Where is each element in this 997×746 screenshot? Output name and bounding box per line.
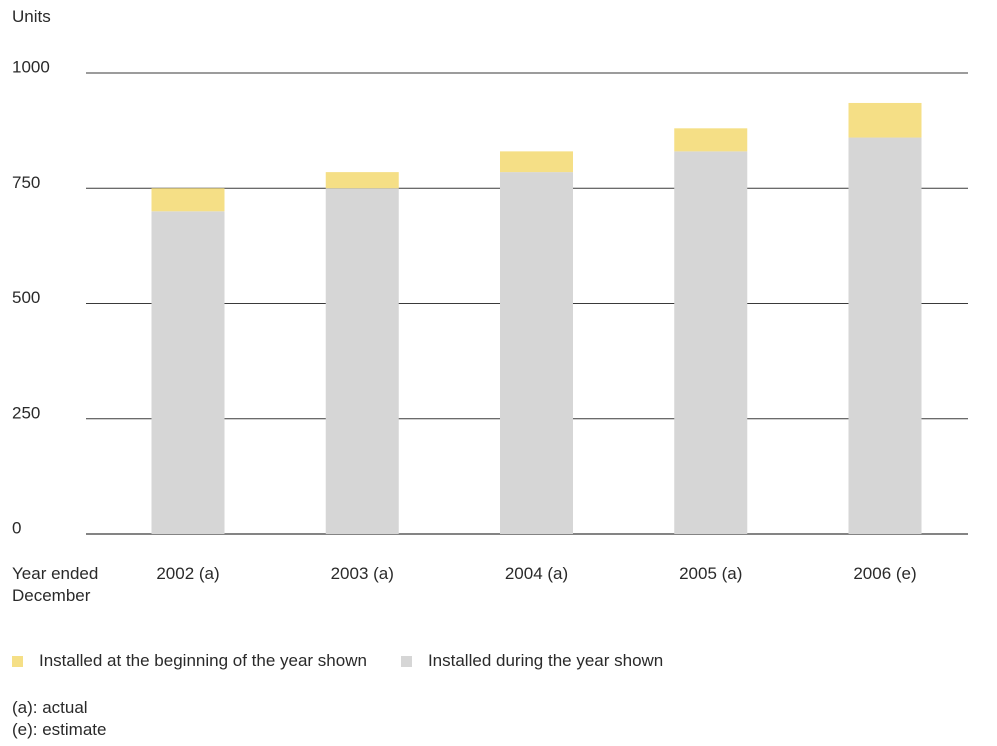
bar-during-3 xyxy=(674,151,748,534)
y-tick-label-250: 250 xyxy=(12,403,40,422)
legend-item-beginning: Installed at the beginning of the year s… xyxy=(12,651,367,671)
bar-beginning-0 xyxy=(151,188,225,212)
bar-during-4 xyxy=(848,137,922,535)
bars xyxy=(151,102,922,535)
x-tick-label-4: 2006 (e) xyxy=(853,564,916,583)
axis-labels: Units 0 250 500 750 1000 2002 (a) 2003 (a) 2004 … xyxy=(12,7,917,605)
y-axis-title: Units xyxy=(12,7,51,26)
footnote-actual: (a): actual xyxy=(12,698,88,717)
bar-during-1 xyxy=(325,188,399,534)
y-tick-label-750: 750 xyxy=(12,173,40,192)
y-tick-label-0: 0 xyxy=(12,519,21,538)
bar-beginning-2 xyxy=(500,151,573,173)
legend-label-during: Installed during the year shown xyxy=(427,651,664,670)
bar-beginning-1 xyxy=(325,172,399,189)
legend-swatch-beginning xyxy=(12,655,23,667)
bar-beginning-3 xyxy=(674,128,748,152)
footnote-estimate: (e): estimate xyxy=(12,720,107,739)
bar-during-2 xyxy=(500,172,573,535)
legend: Installed at the beginning of the year s… xyxy=(12,651,697,671)
legend-swatch-during xyxy=(400,655,412,667)
x-tick-label-0: 2002 (a) xyxy=(156,564,219,583)
bar-during-0 xyxy=(151,211,225,535)
legend-item-during: Installed during the year shown xyxy=(400,651,664,671)
y-tick-label-500: 500 xyxy=(12,288,40,307)
x-tick-label-2: 2004 (a) xyxy=(505,564,568,583)
x-tick-label-1: 2003 (a) xyxy=(331,564,394,583)
y-tick-label-1000: 1000 xyxy=(12,58,50,77)
legend-label-beginning: Installed at the beginning of the year s… xyxy=(39,651,367,670)
bar-beginning-4 xyxy=(848,102,922,138)
footnotes: (a): actual (e): estimate xyxy=(12,697,106,741)
x-axis-title: Year ended December xyxy=(12,564,98,605)
stacked-bar-chart: Units 0 250 500 750 1000 2002 (a) 2003 (a) 2004 … xyxy=(12,7,968,605)
x-tick-label-3: 2005 (a) xyxy=(679,564,742,583)
